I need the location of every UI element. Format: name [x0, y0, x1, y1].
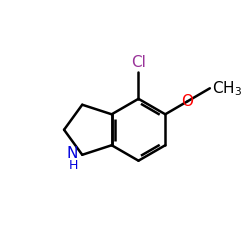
Text: N: N	[66, 146, 78, 161]
Text: CH$_3$: CH$_3$	[212, 79, 242, 98]
Text: Cl: Cl	[131, 55, 146, 70]
Text: H: H	[68, 159, 78, 172]
Text: O: O	[182, 94, 194, 109]
